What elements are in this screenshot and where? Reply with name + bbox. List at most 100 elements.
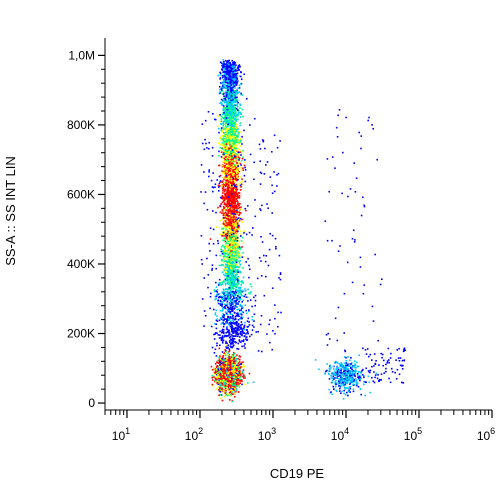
event-dot (217, 334, 220, 336)
event-dot (255, 331, 258, 333)
event-dot (231, 303, 234, 305)
event-dot (223, 107, 226, 109)
event-dot (234, 218, 236, 220)
event-dot (230, 390, 232, 392)
event-dot (232, 218, 234, 220)
event-dot (226, 292, 229, 295)
event-dot (231, 155, 233, 158)
event-dot (233, 292, 236, 295)
event-dot (223, 66, 226, 68)
event-dot (223, 335, 226, 338)
event-dot (227, 194, 230, 196)
event-dot (232, 122, 234, 125)
event-dot (221, 116, 224, 119)
event-dot (232, 207, 235, 209)
event-dot (234, 97, 236, 99)
event-dot (237, 142, 239, 145)
event-dot (235, 230, 237, 232)
event-dot (238, 262, 241, 264)
event-dot (231, 158, 234, 161)
event-dot (242, 327, 245, 330)
event-dot (236, 67, 239, 69)
event-dot (233, 256, 236, 258)
event-dot (218, 164, 221, 167)
event-dot (225, 271, 228, 273)
event-dot (231, 73, 234, 75)
event-dot (222, 249, 224, 252)
event-dot (236, 69, 239, 72)
event-dot (233, 82, 235, 84)
event-dot (237, 152, 239, 155)
event-dot (235, 146, 237, 149)
event-dot (224, 145, 226, 147)
event-dot (219, 185, 221, 187)
event-dot (233, 92, 236, 94)
event-dot (233, 139, 236, 141)
event-dot (235, 221, 238, 223)
event-dot (245, 296, 248, 298)
event-dot (241, 157, 244, 160)
event-dot (236, 228, 239, 230)
event-dot (222, 259, 225, 261)
event-dot (236, 141, 239, 143)
event-dot (229, 222, 231, 224)
event-dot (238, 195, 241, 197)
event-dot (227, 189, 230, 192)
event-dot (232, 185, 234, 188)
event-dot (228, 178, 231, 181)
event-dot (221, 201, 224, 203)
event-dot (223, 67, 226, 70)
event-dot (227, 102, 229, 104)
event-dot (226, 318, 228, 320)
event-dot (229, 116, 231, 119)
event-dot (237, 148, 240, 150)
event-dot (237, 203, 240, 205)
event-dot (235, 75, 238, 78)
event-dot (226, 350, 229, 353)
event-dot (240, 280, 242, 283)
event-dot (230, 134, 233, 136)
event-dot (213, 376, 215, 378)
event-dot (223, 170, 225, 173)
event-dot (232, 186, 234, 189)
event-dot (237, 105, 239, 108)
event-dot (226, 170, 228, 173)
event-dot (225, 177, 227, 180)
event-dot (237, 260, 239, 263)
event-dot (232, 393, 234, 395)
event-dot (227, 178, 230, 180)
event-dot (241, 280, 243, 282)
event-dot (221, 386, 223, 389)
event-dot (222, 65, 225, 68)
event-dot (223, 249, 226, 251)
event-dot (235, 117, 237, 120)
event-dot (232, 174, 235, 177)
event-dot (240, 208, 243, 211)
event-dot (233, 63, 235, 66)
event-dot (218, 374, 221, 376)
event-dot (235, 144, 238, 147)
event-dot (242, 307, 244, 309)
event-dot (239, 324, 242, 326)
event-dot (231, 128, 234, 130)
event-dot (219, 78, 221, 80)
event-dot (230, 303, 232, 305)
event-dot (220, 128, 223, 130)
event-dot (240, 93, 243, 96)
event-dot (240, 321, 243, 323)
event-dot (217, 369, 220, 372)
event-dot (219, 330, 221, 333)
event-dot (225, 180, 227, 182)
event-dot (230, 164, 233, 167)
event-dot (226, 279, 229, 281)
event-dot (233, 280, 236, 282)
event-dot (239, 139, 242, 141)
event-dot (234, 239, 236, 242)
event-dot (235, 223, 237, 225)
event-dot (240, 316, 242, 319)
event-dot (234, 190, 236, 192)
event-dot (229, 184, 232, 186)
event-dot (247, 288, 249, 291)
event-dot (230, 163, 232, 165)
event-dot (224, 278, 227, 281)
